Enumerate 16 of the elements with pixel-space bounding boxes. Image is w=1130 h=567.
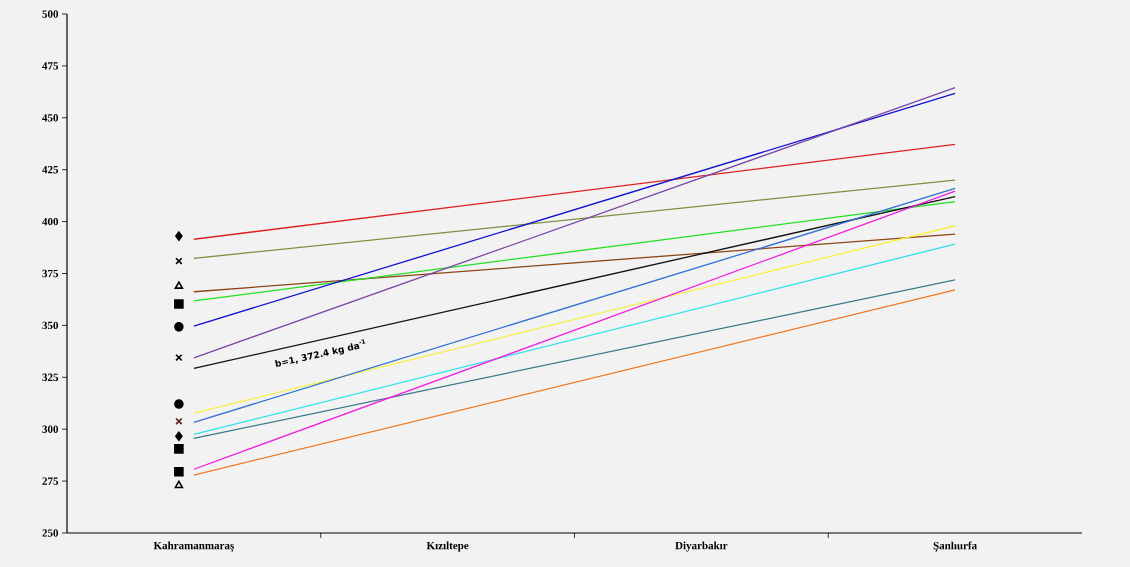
- y-tick-label: 450: [42, 114, 59, 122]
- x-tick-label: Şanlıurfa: [933, 541, 977, 552]
- x-tick-label: Kahramanmaraş: [153, 541, 234, 552]
- y-tick-label: 500: [42, 10, 59, 18]
- y-tick-label: 250: [42, 529, 59, 537]
- y-tick-label: 275: [42, 477, 59, 485]
- y-tick-label: 425: [42, 166, 59, 174]
- y-tick-label: 475: [42, 62, 59, 70]
- x-tick-label: Kızıltepe: [426, 541, 469, 552]
- annotation: b=1, 372.4 kg da$^{-1}$: [274, 339, 366, 367]
- x-tick-label: Diyarbakır: [675, 541, 728, 552]
- y-tick-label: 325: [42, 373, 59, 381]
- y-tick-label: 375: [42, 269, 59, 278]
- y-tick-label: 400: [42, 217, 59, 226]
- y-tick-label: 350: [42, 321, 59, 330]
- y-tick-label: 300: [42, 425, 59, 433]
